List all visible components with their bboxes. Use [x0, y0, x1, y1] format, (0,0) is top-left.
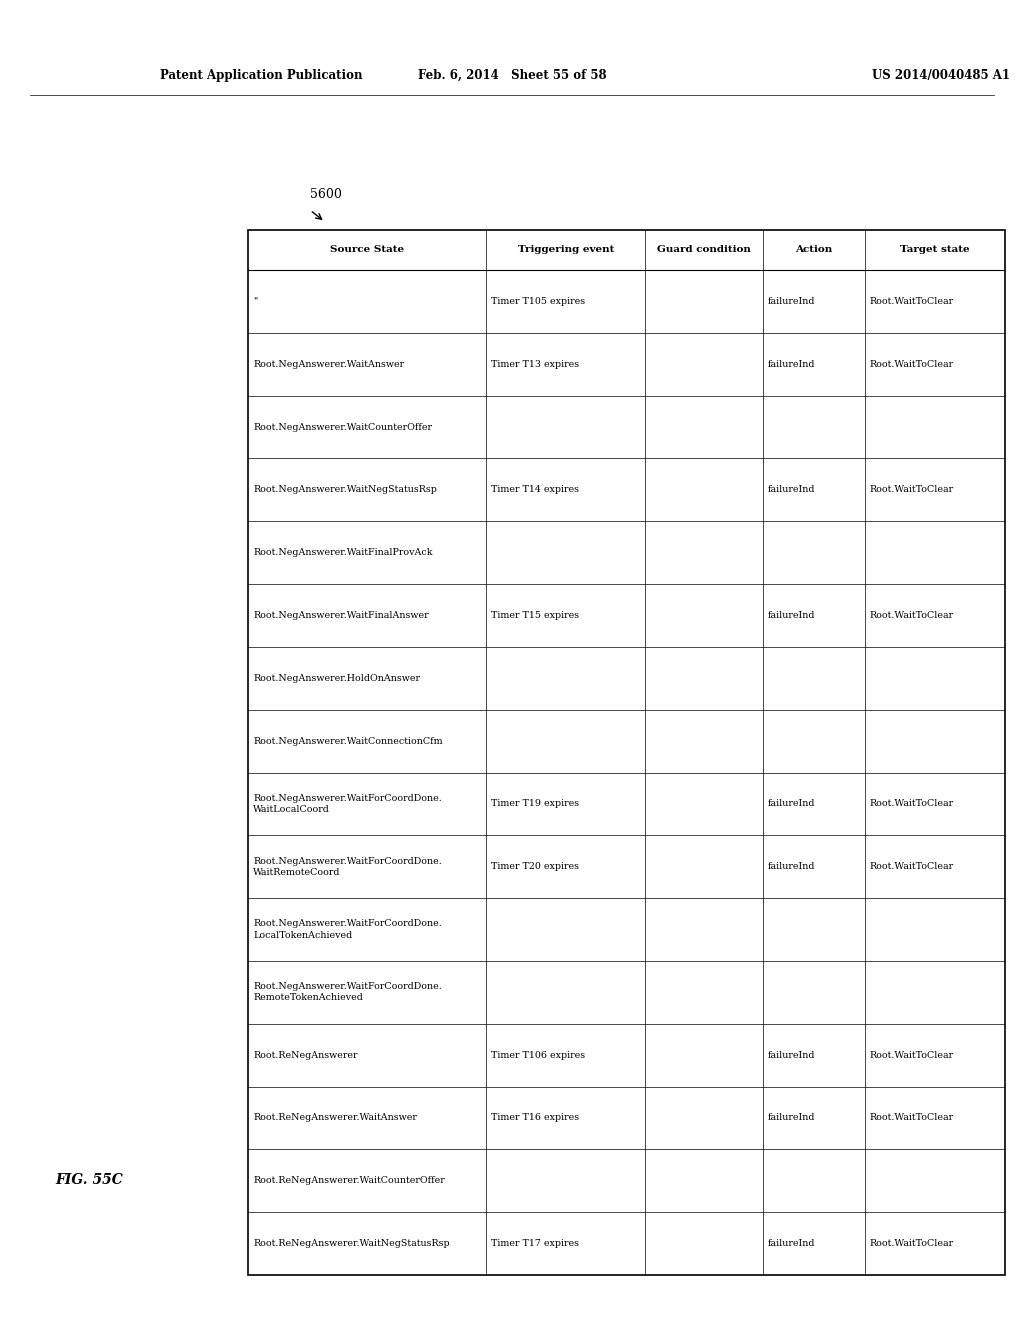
Text: failureInd: failureInd [768, 297, 815, 306]
Text: Root.WaitToClear: Root.WaitToClear [870, 611, 954, 620]
Text: Root.WaitToClear: Root.WaitToClear [870, 1239, 954, 1249]
Text: failureInd: failureInd [768, 1051, 815, 1060]
Text: Action: Action [796, 246, 833, 255]
Text: failureInd: failureInd [768, 1114, 815, 1122]
Text: Root.ReNegAnswerer: Root.ReNegAnswerer [253, 1051, 357, 1060]
Text: Root.WaitToClear: Root.WaitToClear [870, 360, 954, 368]
Text: Root.WaitToClear: Root.WaitToClear [870, 862, 954, 871]
Text: Root.WaitToClear: Root.WaitToClear [870, 800, 954, 808]
Text: Root.WaitToClear: Root.WaitToClear [870, 297, 954, 306]
Text: Root.ReNegAnswerer.WaitNegStatusRsp: Root.ReNegAnswerer.WaitNegStatusRsp [253, 1239, 450, 1249]
Text: Root.NegAnswerer.HoldOnAnswer: Root.NegAnswerer.HoldOnAnswer [253, 673, 420, 682]
Text: Source State: Source State [330, 246, 404, 255]
Text: Root.NegAnswerer.WaitCounterOffer: Root.NegAnswerer.WaitCounterOffer [253, 422, 432, 432]
Text: Triggering event: Triggering event [518, 246, 614, 255]
Text: Timer T19 expires: Timer T19 expires [492, 800, 580, 808]
Text: Root.WaitToClear: Root.WaitToClear [870, 1051, 954, 1060]
Text: Root.NegAnswerer.WaitForCoordDone.
LocalTokenAchieved: Root.NegAnswerer.WaitForCoordDone. Local… [253, 920, 441, 940]
Text: failureInd: failureInd [768, 486, 815, 495]
Text: Timer T20 expires: Timer T20 expires [492, 862, 580, 871]
Text: Timer T14 expires: Timer T14 expires [492, 486, 580, 495]
Text: ": " [253, 297, 257, 306]
Text: FIG. 55C: FIG. 55C [55, 1173, 123, 1187]
Text: Timer T15 expires: Timer T15 expires [492, 611, 580, 620]
Text: Root.ReNegAnswerer.WaitCounterOffer: Root.ReNegAnswerer.WaitCounterOffer [253, 1176, 444, 1185]
Text: Timer T16 expires: Timer T16 expires [492, 1114, 580, 1122]
Text: Timer T13 expires: Timer T13 expires [492, 360, 580, 368]
Text: 5600: 5600 [310, 189, 342, 202]
Text: Target state: Target state [900, 246, 970, 255]
Text: failureInd: failureInd [768, 611, 815, 620]
Text: US 2014/0040485 A1: US 2014/0040485 A1 [872, 69, 1010, 82]
Text: Root.NegAnswerer.WaitForCoordDone.
WaitLocalCoord: Root.NegAnswerer.WaitForCoordDone. WaitL… [253, 793, 441, 814]
Text: failureInd: failureInd [768, 862, 815, 871]
Text: Timer T106 expires: Timer T106 expires [492, 1051, 586, 1060]
Text: failureInd: failureInd [768, 360, 815, 368]
Text: Root.ReNegAnswerer.WaitAnswer: Root.ReNegAnswerer.WaitAnswer [253, 1114, 417, 1122]
Text: Patent Application Publication: Patent Application Publication [160, 69, 362, 82]
Text: Root.NegAnswerer.WaitFinalProvAck: Root.NegAnswerer.WaitFinalProvAck [253, 548, 432, 557]
Text: Root.NegAnswerer.WaitFinalAnswer: Root.NegAnswerer.WaitFinalAnswer [253, 611, 429, 620]
Bar [248, 230, 1005, 1275]
Text: Guard condition: Guard condition [657, 246, 751, 255]
Text: Timer T17 expires: Timer T17 expires [492, 1239, 580, 1249]
Text: Root.NegAnswerer.WaitForCoordDone.
WaitRemoteCoord: Root.NegAnswerer.WaitForCoordDone. WaitR… [253, 857, 441, 876]
Text: Timer T105 expires: Timer T105 expires [492, 297, 586, 306]
Text: Root.NegAnswerer.WaitAnswer: Root.NegAnswerer.WaitAnswer [253, 360, 404, 368]
Text: Root.NegAnswerer.WaitForCoordDone.
RemoteTokenAchieved: Root.NegAnswerer.WaitForCoordDone. Remot… [253, 982, 441, 1002]
Text: Feb. 6, 2014   Sheet 55 of 58: Feb. 6, 2014 Sheet 55 of 58 [418, 69, 606, 82]
Text: Root.NegAnswerer.WaitNegStatusRsp: Root.NegAnswerer.WaitNegStatusRsp [253, 486, 437, 495]
Text: failureInd: failureInd [768, 1239, 815, 1249]
Text: Root.NegAnswerer.WaitConnectionCfm: Root.NegAnswerer.WaitConnectionCfm [253, 737, 442, 746]
Text: Root.WaitToClear: Root.WaitToClear [870, 1114, 954, 1122]
Text: failureInd: failureInd [768, 800, 815, 808]
Text: Root.WaitToClear: Root.WaitToClear [870, 486, 954, 495]
